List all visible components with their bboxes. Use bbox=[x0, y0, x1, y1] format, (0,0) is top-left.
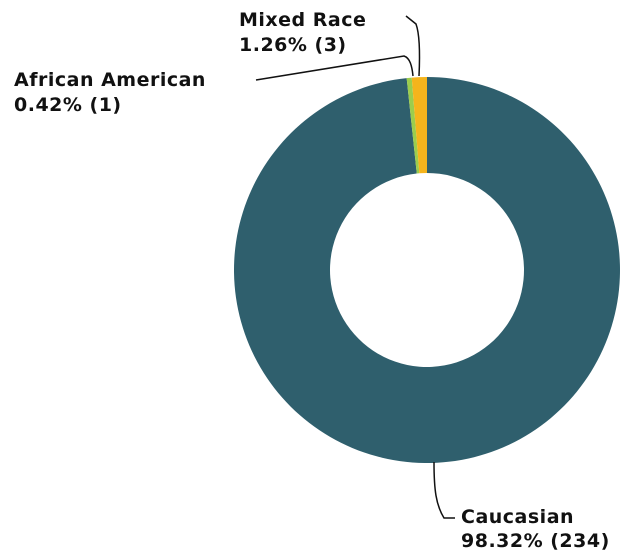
label-mixed-race-name: Mixed Race bbox=[239, 9, 366, 31]
label-african-american-name: African American bbox=[14, 69, 206, 91]
leader-line-african-american bbox=[255, 55, 414, 81]
slice-caucasian bbox=[234, 77, 621, 463]
leader-line-caucasian bbox=[433, 461, 455, 519]
donut-slices bbox=[234, 77, 621, 463]
label-caucasian-name: Caucasian bbox=[461, 506, 574, 528]
label-caucasian-value: 98.32% (234) bbox=[461, 530, 610, 552]
leader-line-mixed-race bbox=[405, 15, 421, 77]
slice-african-american bbox=[406, 77, 420, 174]
label-african-american-value: 0.42% (1) bbox=[14, 94, 122, 116]
slice-mixed-race bbox=[411, 77, 427, 174]
label-mixed-race-value: 1.26% (3) bbox=[239, 34, 347, 56]
